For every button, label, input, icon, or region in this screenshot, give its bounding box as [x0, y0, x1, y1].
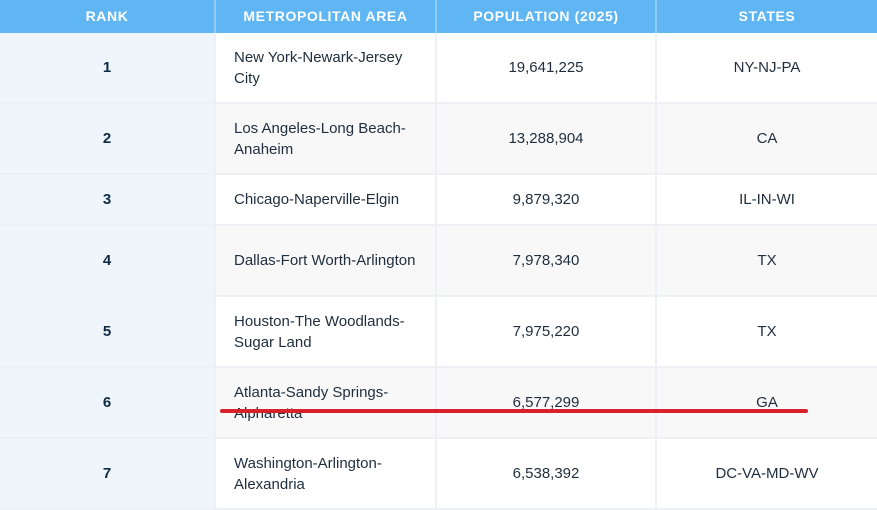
rank-cell: 4	[0, 226, 214, 295]
table-row: 4 Dallas-Fort Worth-Arlington 7,978,340 …	[0, 226, 877, 297]
states-cell: NY-NJ-PA	[655, 33, 877, 102]
header-rank: RANK	[85, 8, 129, 24]
metro-cell: Chicago-Naperville-Elgin	[214, 175, 435, 224]
population-cell: 6,538,392	[435, 439, 655, 508]
metro-cell: Washington-Arlington-Alexandria	[214, 439, 435, 508]
population-cell: 19,641,225	[435, 33, 655, 102]
red-underline-annotation	[220, 409, 808, 413]
metro-cell: Houston-The Woodlands-Sugar Land	[214, 297, 435, 366]
table-row: 1 New York-Newark-Jersey City 19,641,225…	[0, 33, 877, 104]
rank-cell: 3	[0, 175, 214, 224]
states-cell: GA	[655, 368, 877, 437]
rank-cell: 6	[0, 368, 214, 437]
header-states: STATES	[655, 0, 877, 33]
rank-cell: 5	[0, 297, 214, 366]
population-cell: 9,879,320	[435, 175, 655, 224]
table-header: RANK METROPOLITAN AREA POPULATION (2025)…	[0, 0, 877, 33]
population-cell: 7,975,220	[435, 297, 655, 366]
header-metro-area: METROPOLITAN AREA	[214, 0, 435, 33]
table-row: 7 Washington-Arlington-Alexandria 6,538,…	[0, 439, 877, 510]
population-cell: 13,288,904	[435, 104, 655, 173]
metro-cell: Atlanta-Sandy Springs-Alpharetta	[214, 368, 435, 437]
population-cell: 6,577,299	[435, 368, 655, 437]
states-cell: DC-VA-MD-WV	[655, 439, 877, 508]
states-cell: TX	[655, 297, 877, 366]
metro-cell: New York-Newark-Jersey City	[214, 33, 435, 102]
states-cell: IL-IN-WI	[655, 175, 877, 224]
states-cell: TX	[655, 226, 877, 295]
metro-cell: Dallas-Fort Worth-Arlington	[214, 226, 435, 295]
table-row: 3 Chicago-Naperville-Elgin 9,879,320 IL-…	[0, 175, 877, 226]
population-cell: 7,978,340	[435, 226, 655, 295]
metro-cell: Los Angeles-Long Beach-Anaheim	[214, 104, 435, 173]
table-row: 2 Los Angeles-Long Beach-Anaheim 13,288,…	[0, 104, 877, 175]
header-population: POPULATION (2025)	[435, 0, 655, 33]
table-row: 5 Houston-The Woodlands-Sugar Land 7,975…	[0, 297, 877, 368]
rank-cell: 7	[0, 439, 214, 508]
table-row-highlighted: 6 Atlanta-Sandy Springs-Alpharetta 6,577…	[0, 368, 877, 439]
rank-cell: 1	[0, 33, 214, 102]
rank-cell: 2	[0, 104, 214, 173]
states-cell: CA	[655, 104, 877, 173]
